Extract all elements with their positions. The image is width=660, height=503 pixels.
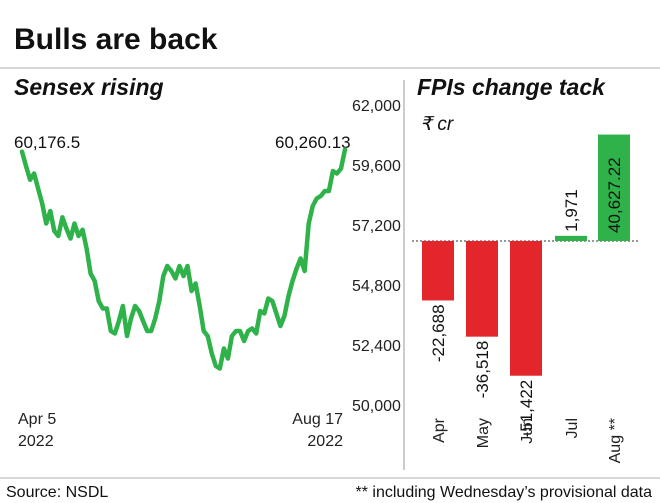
bar-value-label: 40,627.22 bbox=[605, 157, 624, 233]
y-tick-label: 59,600 bbox=[352, 158, 401, 175]
bar-category-label: Apr bbox=[431, 417, 448, 443]
line-chart: 62,000 59,600 57,200 54,800 52,400 50,000 bbox=[19, 98, 401, 415]
y-tick-label: 54,800 bbox=[352, 278, 401, 295]
bar-category-label: Jun bbox=[519, 418, 536, 444]
y-tick-label: 57,200 bbox=[352, 218, 401, 235]
bar-jun bbox=[510, 241, 542, 376]
line-chart-title: Sensex rising bbox=[14, 74, 164, 100]
bar-category-label: Jul bbox=[564, 418, 581, 438]
line-end-value-label: 60,260.13 bbox=[275, 133, 351, 152]
bar-category-label: Aug ** bbox=[607, 418, 624, 463]
bar-value-label: -36,518 bbox=[473, 341, 492, 399]
x-end-label-line2: 2022 bbox=[307, 433, 343, 450]
y-tick-label: 62,000 bbox=[352, 98, 401, 115]
page-title: Bulls are back bbox=[14, 23, 218, 56]
line-start-value-label: 60,176.5 bbox=[14, 133, 80, 152]
bar-chart-title: FPIs change tack bbox=[417, 74, 606, 100]
bar-value-label: 1,971 bbox=[562, 189, 581, 232]
x-end-label-line1: Aug 17 bbox=[292, 411, 343, 428]
y-tick-label: 52,400 bbox=[352, 338, 401, 355]
bar-apr bbox=[422, 241, 454, 301]
footnote: ** including Wednesday’s provisional dat… bbox=[356, 484, 653, 501]
sensex-line bbox=[19, 147, 348, 371]
x-start-label-line2: 2022 bbox=[18, 433, 54, 450]
bar-may bbox=[466, 241, 498, 337]
bar-category-label: May bbox=[475, 418, 492, 448]
source-note: Source: NSDL bbox=[6, 484, 108, 501]
x-start-label-line1: Apr 5 bbox=[18, 411, 56, 428]
bar-chart-unit: ₹ cr bbox=[420, 114, 454, 135]
y-tick-label: 50,000 bbox=[352, 398, 401, 415]
bar-aug bbox=[598, 134, 630, 241]
bar-jul bbox=[555, 235, 587, 241]
bar-value-label: -51,422 bbox=[517, 380, 536, 438]
bar-value-label: -22,688 bbox=[429, 304, 448, 362]
